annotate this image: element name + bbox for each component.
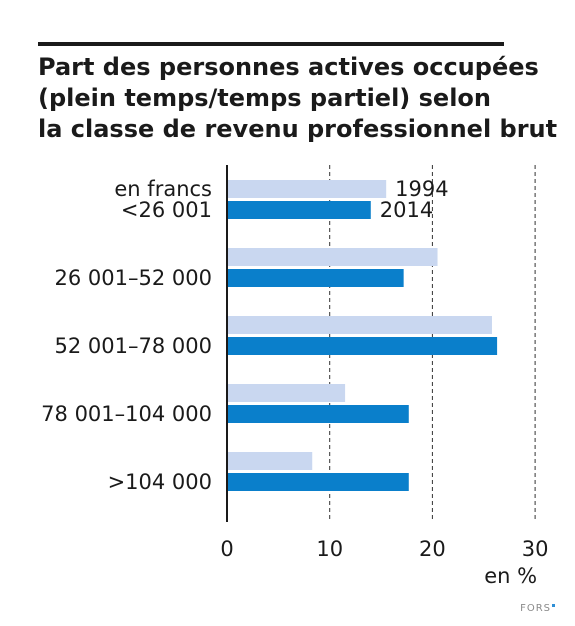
bar-1994-3	[227, 316, 492, 334]
category-label-5: >104 000	[108, 470, 212, 494]
chart-title: Part des personnes actives occupées (ple…	[38, 52, 558, 145]
legend-label-2014: 2014	[380, 198, 433, 222]
bars	[227, 180, 498, 491]
bar-1994-5	[227, 452, 313, 470]
bar-2014-5	[227, 473, 409, 491]
tick-label-20: 20	[419, 537, 446, 561]
x-axis-label: en %	[484, 564, 537, 588]
category-label-2: 26 001–52 000	[55, 266, 212, 290]
category-label-4: 78 001–104 000	[41, 402, 212, 426]
fors-logo: FORS	[520, 603, 555, 614]
bar-1994-1	[227, 180, 387, 198]
category-labels: <26 001 26 001–52 000 52 001–78 000 78 001–…	[41, 177, 448, 494]
x-axis: 0 10 20 30 en %	[220, 165, 548, 588]
legend-label-1994: 1994	[395, 177, 448, 201]
bar-2014-1	[227, 201, 371, 219]
category-label-3: 52 001–78 000	[55, 334, 212, 358]
title-line-1: Part des personnes actives occupées	[38, 53, 539, 81]
category-unit-label: en francs	[114, 177, 212, 201]
title-line-3: la classe de revenu professionnel brut	[38, 115, 558, 143]
bar-2014-3	[227, 337, 498, 355]
bar-1994-2	[227, 248, 438, 266]
title-rule	[38, 42, 504, 46]
tick-label-0: 0	[220, 537, 233, 561]
tick-label-30: 30	[522, 537, 549, 561]
bar-2014-4	[227, 405, 409, 423]
category-label-1: <26 001	[121, 198, 212, 222]
tick-label-10: 10	[316, 537, 343, 561]
bar-2014-2	[227, 269, 404, 287]
title-line-2: (plein temps/temps partiel) selon	[38, 84, 491, 112]
bar-1994-4	[227, 384, 346, 402]
